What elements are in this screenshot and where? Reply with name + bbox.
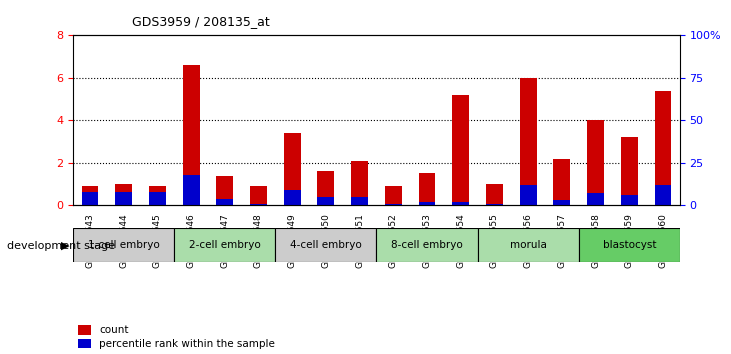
Bar (115, 184, 132, 205)
Bar (621, 195, 637, 205)
Bar (587, 193, 604, 205)
Bar (317, 197, 334, 205)
Bar (250, 204, 267, 205)
Text: 1-cell embryo: 1-cell embryo (88, 240, 159, 250)
Bar (284, 133, 300, 205)
Bar (452, 95, 469, 205)
Bar (621, 137, 637, 205)
Bar (486, 204, 503, 205)
Bar (115, 192, 132, 205)
Bar (73, 228, 174, 262)
Bar (82, 186, 99, 205)
Text: ▶: ▶ (61, 241, 69, 251)
Bar (216, 199, 233, 205)
Bar (284, 190, 300, 205)
Bar (553, 159, 570, 205)
Bar (520, 78, 537, 205)
Text: development stage: development stage (7, 241, 115, 251)
Bar (452, 202, 469, 205)
Bar (553, 200, 570, 205)
Bar (520, 185, 537, 205)
Bar (276, 228, 376, 262)
Bar (216, 176, 233, 205)
Bar (477, 228, 579, 262)
Bar (183, 175, 200, 205)
Bar (419, 173, 436, 205)
Bar (654, 91, 671, 205)
Bar (486, 184, 503, 205)
Text: morula: morula (510, 240, 547, 250)
Bar (82, 192, 99, 205)
Bar (419, 202, 436, 205)
Bar (579, 228, 680, 262)
Bar (376, 228, 477, 262)
Bar (385, 204, 402, 205)
Bar (149, 192, 166, 205)
Bar (149, 186, 166, 205)
Text: blastocyst: blastocyst (602, 240, 656, 250)
Legend: count, percentile rank within the sample: count, percentile rank within the sample (78, 325, 275, 349)
Bar (317, 171, 334, 205)
Bar (385, 186, 402, 205)
Bar (174, 228, 276, 262)
Bar (654, 185, 671, 205)
Text: 4-cell embryo: 4-cell embryo (290, 240, 362, 250)
Text: 8-cell embryo: 8-cell embryo (391, 240, 463, 250)
Bar (250, 186, 267, 205)
Bar (351, 197, 368, 205)
Text: GDS3959 / 208135_at: GDS3959 / 208135_at (132, 15, 269, 28)
Bar (351, 161, 368, 205)
Text: 2-cell embryo: 2-cell embryo (189, 240, 261, 250)
Bar (183, 65, 200, 205)
Bar (587, 120, 604, 205)
